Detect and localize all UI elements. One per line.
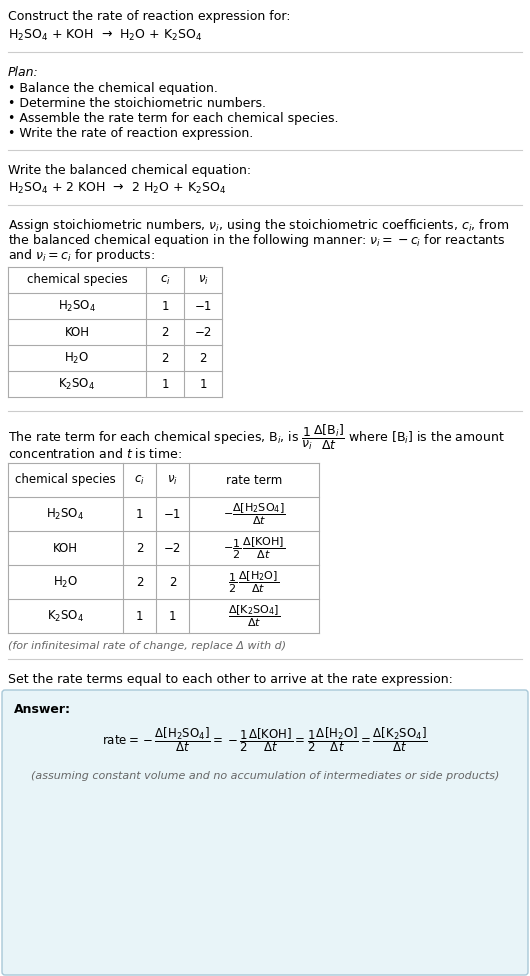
Text: (for infinitesimal rate of change, replace Δ with d): (for infinitesimal rate of change, repla…	[8, 641, 286, 651]
Text: Assign stoichiometric numbers, $\nu_i$, using the stoichiometric coefficients, $: Assign stoichiometric numbers, $\nu_i$, …	[8, 217, 509, 234]
Text: −2: −2	[195, 326, 211, 339]
Text: H$_2$O: H$_2$O	[65, 350, 90, 366]
Text: −1: −1	[195, 300, 211, 312]
Text: chemical species: chemical species	[26, 273, 127, 287]
Text: $\nu_i$: $\nu_i$	[167, 473, 178, 487]
Text: 1: 1	[199, 378, 207, 390]
Text: Set the rate terms equal to each other to arrive at the rate expression:: Set the rate terms equal to each other t…	[8, 673, 453, 686]
Text: H$_2$O: H$_2$O	[53, 575, 78, 590]
Text: 1: 1	[169, 609, 176, 623]
Text: $\mathrm{rate} = -\dfrac{\Delta[\mathrm{H_2SO_4}]}{\Delta t} = -\dfrac{1}{2}\dfr: $\mathrm{rate} = -\dfrac{\Delta[\mathrm{…	[102, 725, 428, 753]
Text: −2: −2	[164, 542, 181, 554]
Text: and $\nu_i = c_i$ for products:: and $\nu_i = c_i$ for products:	[8, 247, 155, 264]
Text: 1: 1	[136, 508, 143, 520]
Text: 1: 1	[161, 378, 169, 390]
Text: concentration and $t$ is time:: concentration and $t$ is time:	[8, 447, 182, 461]
Text: 2: 2	[199, 351, 207, 364]
Text: Plan:: Plan:	[8, 66, 39, 79]
Text: • Determine the stoichiometric numbers.: • Determine the stoichiometric numbers.	[8, 97, 266, 110]
Text: H$_2$SO$_4$ + KOH  →  H$_2$O + K$_2$SO$_4$: H$_2$SO$_4$ + KOH → H$_2$O + K$_2$SO$_4$	[8, 28, 202, 43]
Text: rate term: rate term	[226, 473, 282, 486]
Text: $-\dfrac{1}{2}\,\dfrac{\Delta[\mathrm{KOH}]}{\Delta t}$: $-\dfrac{1}{2}\,\dfrac{\Delta[\mathrm{KO…	[223, 535, 285, 561]
Text: The rate term for each chemical species, B$_i$, is $\dfrac{1}{\nu_i}\dfrac{\Delt: The rate term for each chemical species,…	[8, 423, 505, 452]
Text: 2: 2	[169, 576, 176, 589]
Text: Construct the rate of reaction expression for:: Construct the rate of reaction expressio…	[8, 10, 290, 23]
Text: KOH: KOH	[53, 542, 78, 554]
Text: • Write the rate of reaction expression.: • Write the rate of reaction expression.	[8, 127, 253, 140]
Text: $c_i$: $c_i$	[134, 473, 145, 487]
Text: $-\dfrac{\Delta[\mathrm{H_2SO_4}]}{\Delta t}$: $-\dfrac{\Delta[\mathrm{H_2SO_4}]}{\Delt…	[223, 502, 285, 527]
Text: $\nu_i$: $\nu_i$	[198, 273, 208, 287]
Text: the balanced chemical equation in the following manner: $\nu_i = -c_i$ for react: the balanced chemical equation in the fo…	[8, 232, 506, 249]
Text: $\dfrac{1}{2}\,\dfrac{\Delta[\mathrm{H_2O}]}{\Delta t}$: $\dfrac{1}{2}\,\dfrac{\Delta[\mathrm{H_2…	[228, 569, 279, 594]
Text: Answer:: Answer:	[14, 703, 71, 716]
Text: 2: 2	[161, 351, 169, 364]
Text: H$_2$SO$_4$: H$_2$SO$_4$	[58, 299, 96, 313]
Text: chemical species: chemical species	[15, 473, 116, 486]
Text: (assuming constant volume and no accumulation of intermediates or side products): (assuming constant volume and no accumul…	[31, 771, 499, 781]
Text: KOH: KOH	[65, 326, 90, 339]
Text: 1: 1	[136, 609, 143, 623]
Text: H$_2$SO$_4$ + 2 KOH  →  2 H$_2$O + K$_2$SO$_4$: H$_2$SO$_4$ + 2 KOH → 2 H$_2$O + K$_2$SO…	[8, 181, 226, 196]
Text: 2: 2	[136, 542, 143, 554]
Text: $c_i$: $c_i$	[160, 273, 170, 287]
Text: 2: 2	[136, 576, 143, 589]
Text: • Assemble the rate term for each chemical species.: • Assemble the rate term for each chemic…	[8, 112, 339, 125]
Text: $\dfrac{\Delta[\mathrm{K_2SO_4}]}{\Delta t}$: $\dfrac{\Delta[\mathrm{K_2SO_4}]}{\Delta…	[228, 603, 280, 629]
Text: K$_2$SO$_4$: K$_2$SO$_4$	[58, 377, 95, 391]
FancyBboxPatch shape	[2, 690, 528, 975]
Text: • Balance the chemical equation.: • Balance the chemical equation.	[8, 82, 218, 95]
Text: −1: −1	[164, 508, 181, 520]
Text: K$_2$SO$_4$: K$_2$SO$_4$	[47, 608, 84, 624]
Text: Write the balanced chemical equation:: Write the balanced chemical equation:	[8, 164, 251, 177]
Text: 2: 2	[161, 326, 169, 339]
Text: 1: 1	[161, 300, 169, 312]
Text: H$_2$SO$_4$: H$_2$SO$_4$	[47, 507, 85, 521]
